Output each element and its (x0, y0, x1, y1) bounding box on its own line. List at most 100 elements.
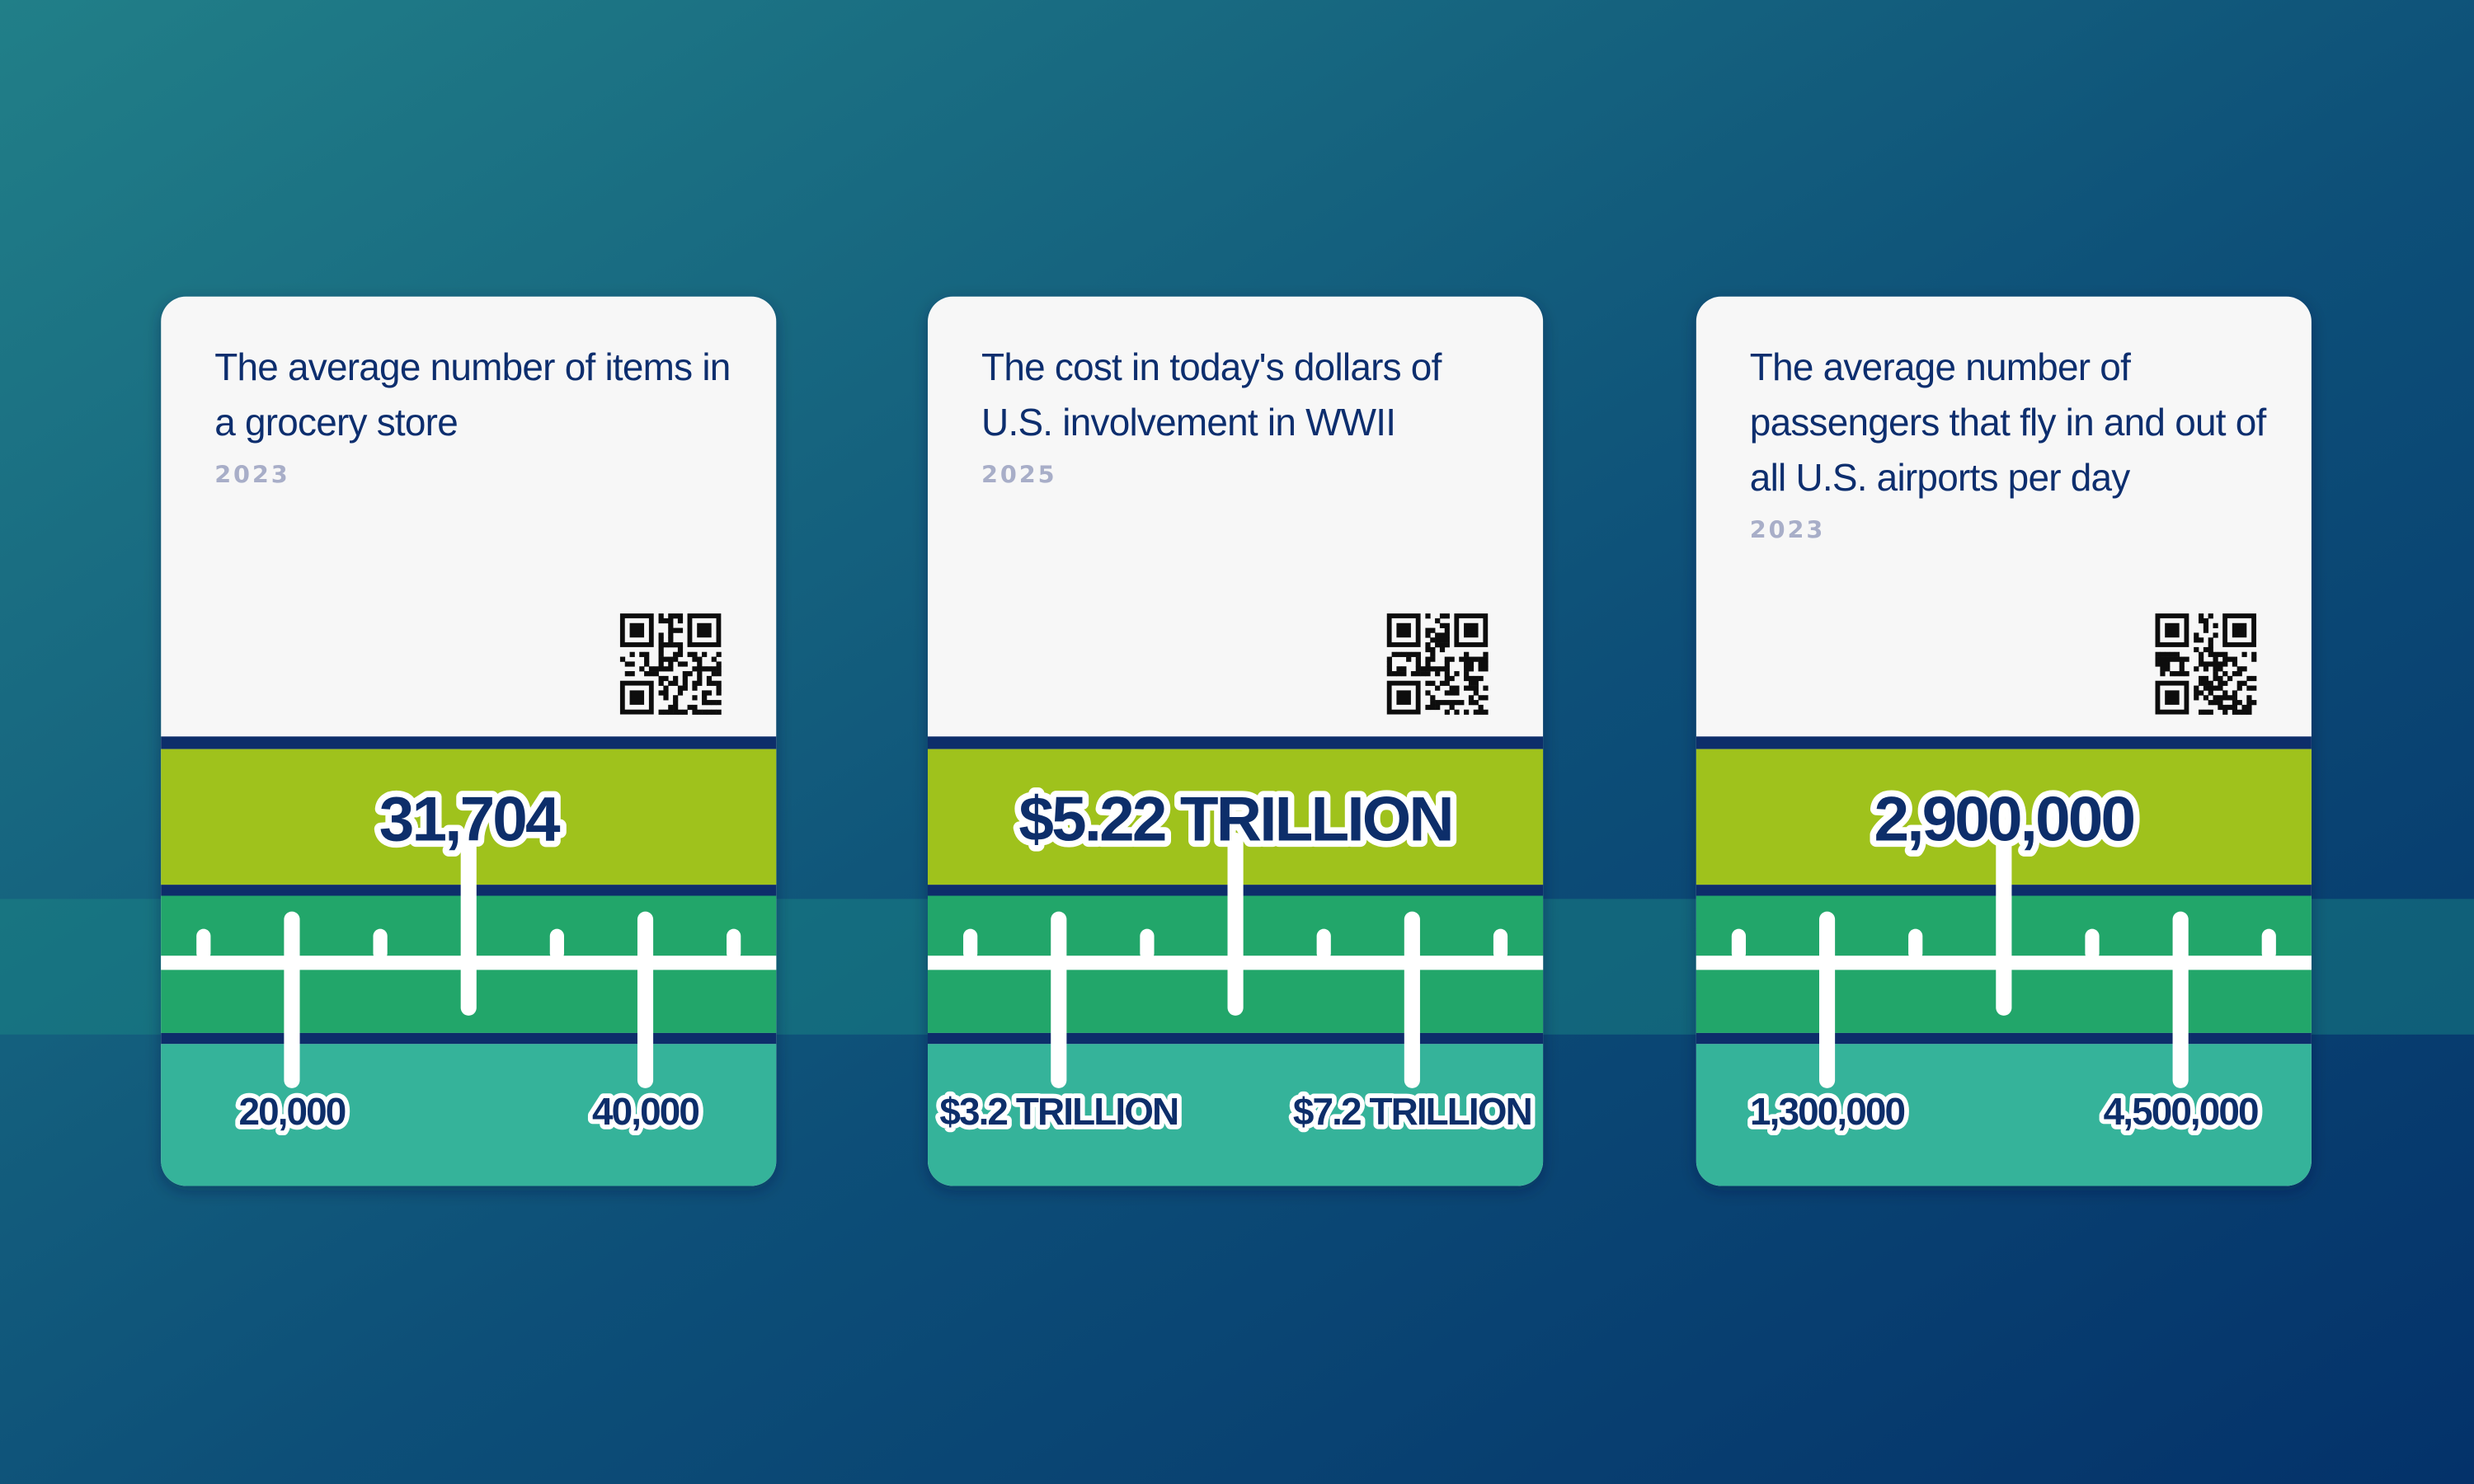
qr-module (1401, 666, 1407, 672)
answer-tick (1996, 832, 2012, 1016)
card[interactable]: The average number of passengers that fl… (1696, 296, 2312, 1186)
qr-module (673, 613, 679, 619)
scale-tick (1140, 928, 1155, 960)
qr-module (2184, 656, 2189, 662)
qr-module (1464, 685, 1470, 691)
qr-module (2160, 651, 2166, 657)
qr-module (2170, 671, 2175, 677)
qr-module (2213, 675, 2218, 682)
qr-module (2236, 709, 2242, 715)
qr-module (1425, 632, 1431, 638)
qr-module (2198, 675, 2204, 682)
qr-module (1430, 700, 1436, 706)
qr-module (1464, 675, 1470, 682)
qr-module (2222, 661, 2228, 667)
qr-module (1415, 651, 1421, 657)
qr-module (1420, 666, 1426, 672)
qr-module (1473, 690, 1479, 696)
qr-module (697, 671, 703, 677)
qr-module (1415, 671, 1421, 677)
qr-module (2246, 700, 2252, 706)
qr-module (2208, 700, 2213, 706)
qr-module (2203, 618, 2209, 624)
qr-module (2194, 632, 2199, 638)
qr-module (2198, 709, 2204, 715)
qr-module (2160, 661, 2166, 667)
qr-module (2227, 695, 2233, 701)
stripe (161, 1032, 777, 1045)
qr-module (1430, 637, 1436, 643)
card-answer: $5.22 TRILLION (1018, 785, 1451, 855)
qr-module (1425, 690, 1431, 696)
qr-module (1449, 675, 1455, 682)
qr-module (1444, 700, 1450, 706)
qr-module (2241, 704, 2247, 711)
qr-module (673, 680, 679, 686)
qr-module (1439, 613, 1446, 619)
qr-module (2232, 709, 2238, 715)
scale-tick (1731, 928, 1747, 960)
qr-module (1439, 700, 1446, 706)
card-text-block: The cost in today's dollars of U.S. invo… (981, 340, 1502, 489)
qr-module (692, 685, 698, 691)
qr-module (1444, 613, 1450, 619)
qr-module (677, 709, 684, 715)
qr-module (1425, 680, 1431, 686)
qr-module (624, 661, 630, 667)
qr-module (673, 651, 679, 657)
qr-module (1468, 685, 1475, 691)
card-text: The average number of items in a grocery… (214, 340, 735, 489)
qr-module (2222, 695, 2228, 701)
qr-module (2218, 704, 2223, 711)
qr-module (2218, 666, 2223, 672)
card-year: 2023 (214, 460, 290, 489)
qr-module (1425, 613, 1431, 619)
qr-module (2194, 690, 2199, 696)
qr-module (629, 661, 635, 667)
qr-module (624, 671, 630, 677)
qr-module (692, 656, 698, 662)
card-text-block: The average number of passengers that fl… (1750, 340, 2270, 544)
qr-module (2165, 656, 2171, 662)
qr-module (1468, 675, 1475, 682)
qr-finder (2165, 690, 2180, 705)
range-high: $7.2 TRILLION (1293, 1090, 1531, 1133)
qr-module (673, 656, 679, 662)
card-text-block: The average number of items in a grocery… (214, 340, 735, 489)
qr-module (682, 661, 688, 667)
qr-module (2203, 695, 2209, 701)
qr-module (2232, 695, 2238, 701)
qr-module (2213, 656, 2218, 662)
qr-module (2251, 685, 2257, 691)
qr-module (1454, 685, 1460, 691)
card-answer: 31,704 (379, 785, 561, 855)
qr-module (2208, 651, 2213, 657)
scale-tick (963, 928, 978, 960)
qr-module (1435, 637, 1441, 643)
qr-module (1396, 671, 1402, 677)
qr-module (2241, 709, 2247, 715)
qr-module (2198, 618, 2204, 624)
qr-module (1386, 671, 1392, 677)
qr-module (1444, 622, 1450, 628)
card[interactable]: The cost in today's dollars of U.S. invo… (928, 296, 1544, 1186)
qr-module (702, 709, 708, 715)
qr-module (692, 651, 698, 657)
qr-module (1444, 666, 1450, 672)
range-band (161, 1044, 777, 1186)
qr-module (1439, 622, 1446, 628)
qr-module (1435, 704, 1441, 711)
qr-module (2227, 656, 2233, 662)
qr-module (668, 613, 674, 619)
range-low: 20,000 (238, 1090, 345, 1133)
qr-module (2203, 680, 2209, 686)
qr-module (2232, 671, 2238, 677)
qr-module (1483, 709, 1489, 715)
qr-module (1410, 671, 1417, 677)
card[interactable]: The average number of items in a grocery… (161, 296, 777, 1186)
qr-finder (1396, 622, 1411, 638)
qr-module (2232, 700, 2238, 706)
qr-module (2155, 651, 2161, 657)
qr-module (1401, 671, 1407, 677)
range-tick (1818, 911, 1836, 1088)
